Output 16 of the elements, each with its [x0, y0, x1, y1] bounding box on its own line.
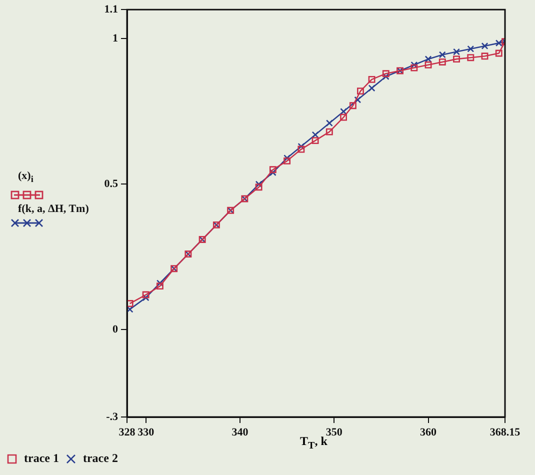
y-tick-label: 0.5 [104, 178, 118, 190]
text: f(k, a, ΔH, Tm) [18, 203, 89, 215]
legend-label: trace 2 [82, 451, 118, 466]
x-tick-label: 340 [232, 426, 249, 438]
x-tick-label: 368.15 [490, 426, 521, 438]
x-tick-label: 330 [138, 426, 155, 438]
y-tick-label: 1 [112, 32, 118, 45]
text: (x)$_{i}$ [18, 170, 34, 184]
y-tick-label: 0 [112, 324, 118, 336]
x-axis-title: T$_{T}$, k [300, 434, 328, 452]
y-tick-label: 1.1 [104, 3, 118, 16]
legend-label: trace 1 [24, 451, 59, 466]
x-tick-label: 360 [420, 426, 438, 438]
x-tick-label: 350 [326, 426, 343, 438]
y-tick-label: -.3 [106, 410, 118, 423]
x-tick-label: 328 [118, 426, 136, 438]
